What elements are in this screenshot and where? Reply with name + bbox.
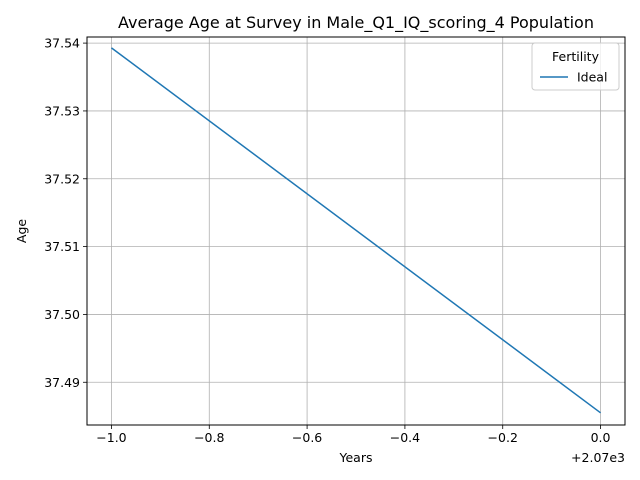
x-axis-offset-text: +2.07e3 [571,450,625,465]
series-line-ideal [111,47,601,414]
legend-entry-label: Ideal [577,70,607,85]
y-axis-ticks: 37.49 37.50 37.51 37.52 37.53 37.54 [44,36,87,390]
x-tick-label: −0.8 [194,430,224,445]
x-tick-label: 0.0 [591,430,611,445]
chart-title: Average Age at Survey in Male_Q1_IQ_scor… [118,13,594,33]
y-tick-label: 37.53 [44,103,80,118]
x-tick-label: −0.2 [488,430,518,445]
y-axis-label: Age [14,219,29,243]
y-tick-label: 37.54 [44,36,80,51]
y-tick-label: 37.52 [44,171,80,186]
legend-box [531,42,620,91]
x-tick-label: −0.4 [390,430,420,445]
x-tick-label: −1.0 [96,430,126,445]
series-layer [111,47,601,414]
legend: Fertility Ideal [531,42,620,91]
y-tick-label: 37.49 [44,375,80,390]
x-axis-label: Years [339,450,373,465]
axes-frame [86,36,626,426]
y-tick-label: 37.50 [44,307,80,322]
y-tick-label: 37.51 [44,239,80,254]
x-tick-label: −0.6 [292,430,322,445]
x-axis-ticks: −1.0 −0.8 −0.6 −0.4 −0.2 0.0 [96,425,611,445]
legend-title: Fertility [552,49,600,64]
grid [87,37,625,425]
